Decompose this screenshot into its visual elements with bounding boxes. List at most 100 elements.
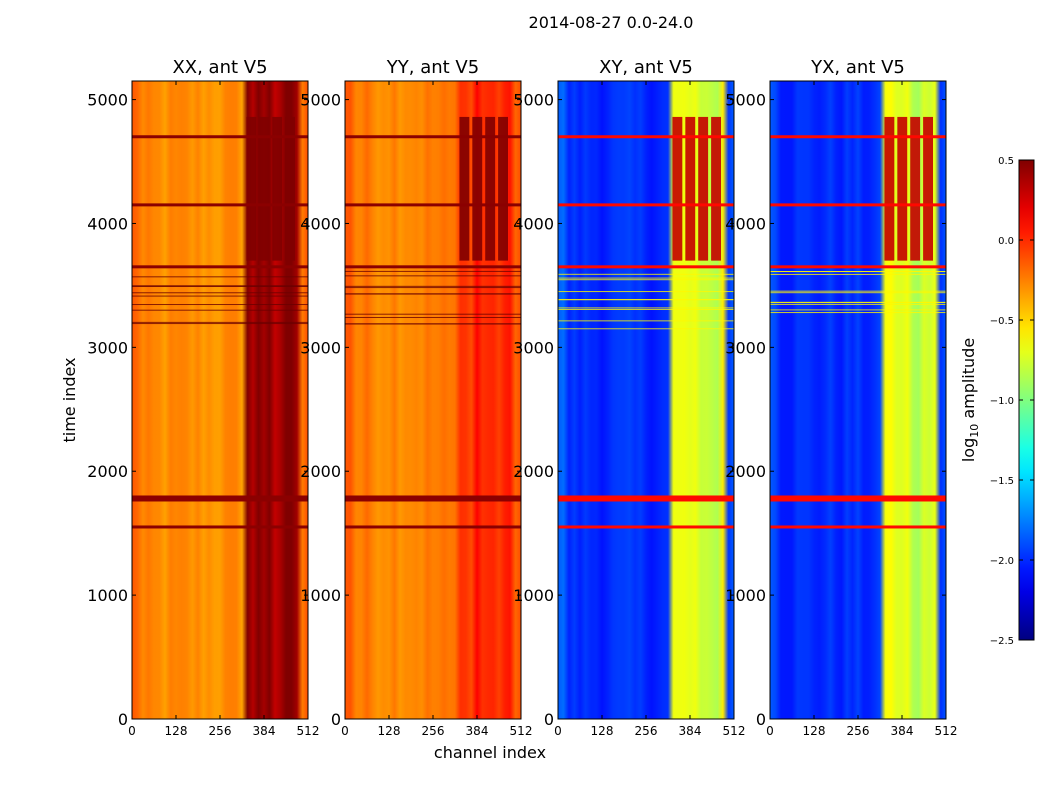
y-tick-label: 1000: [725, 586, 766, 605]
panel-axes-1: XX, ant V5 0 128 256 384 512 0 1000 2000 3000 4000…: [87, 57, 319, 738]
x-tick-label: 128: [803, 724, 826, 738]
colorbar-tick-label: −1.0: [990, 396, 1014, 407]
event-line: [345, 135, 521, 139]
minor-event-line: [345, 270, 521, 272]
upper-block-stripe: [485, 116, 496, 261]
y-tick-label: 4000: [513, 214, 554, 233]
event-line: [770, 525, 946, 529]
colorbar-tick-label: −0.5: [990, 316, 1014, 327]
minor-event-line: [770, 309, 946, 311]
event-line: [345, 265, 521, 269]
upper-block-stripe: [897, 116, 908, 261]
event-line: [132, 135, 308, 139]
minor-event-line: [770, 290, 946, 292]
minor-event-line: [132, 323, 308, 325]
upper-block-stripe: [698, 116, 709, 261]
minor-event-line: [558, 328, 734, 330]
colorbar-tick-label: −2.5: [990, 636, 1014, 647]
minor-event-line: [345, 287, 521, 289]
y-tick-label: 3000: [300, 338, 341, 357]
minor-event-line: [345, 323, 521, 325]
heatmap-image: [345, 81, 521, 719]
y-tick-label: 2000: [513, 462, 554, 481]
event-line: [558, 525, 734, 529]
minor-event-line: [558, 277, 734, 279]
panel-4: [770, 81, 946, 719]
minor-event-line: [345, 316, 521, 318]
panel-2: [345, 81, 521, 719]
x-tick-label: 256: [422, 724, 445, 738]
y-tick-label: 0: [544, 710, 554, 729]
upper-block-stripe: [259, 116, 270, 261]
minor-event-line: [770, 312, 946, 314]
colorbar-label: log10 amplitude: [959, 338, 981, 462]
colorbar-tick-label: 0.0: [998, 236, 1014, 247]
minor-event-line: [345, 293, 521, 295]
upper-block-stripe: [285, 116, 295, 261]
upper-block-stripe: [884, 116, 895, 261]
upper-block-stripe: [272, 116, 283, 261]
minor-event-line: [132, 292, 308, 294]
event-line: [132, 265, 308, 269]
x-tick-label: 256: [635, 724, 658, 738]
y-tick-label: 1000: [513, 586, 554, 605]
x-tick-label: 256: [847, 724, 870, 738]
event-line: [558, 495, 734, 502]
y-tick-label: 5000: [300, 91, 341, 110]
panel-axes-2: YY, ant V5 0 128 256 384 512 0 1000 2000 3000 4000…: [300, 57, 532, 738]
y-tick-label: 5000: [725, 91, 766, 110]
panel-axes-4: YX, ant V5 0 128 256 384 512 0 1000 2000 3000 4000…: [725, 57, 957, 738]
event-line: [132, 203, 308, 207]
colorbar-label-suffix: amplitude: [959, 338, 978, 424]
y-tick-label: 1000: [87, 586, 128, 605]
upper-block-stripe: [246, 116, 257, 261]
minor-event-line: [770, 292, 946, 294]
figure-title: 2014-08-27 0.0-24.0: [529, 13, 694, 32]
x-tick-label: 0: [341, 724, 349, 738]
minor-event-line: [132, 285, 308, 287]
upper-block-stripe: [910, 116, 921, 261]
heatmap-image: [132, 81, 308, 719]
y-tick-label: 0: [118, 710, 128, 729]
x-tick-label: 0: [766, 724, 774, 738]
panel-1: [132, 81, 308, 719]
minor-event-line: [345, 275, 521, 277]
y-tick-label: 4000: [87, 214, 128, 233]
minor-event-line: [770, 271, 946, 273]
minor-event-line: [132, 309, 308, 311]
panel-title: YX, ant V5: [810, 57, 905, 78]
y-tick-label: 3000: [513, 338, 554, 357]
x-tick-label: 512: [510, 724, 533, 738]
colorbar-tick-label: −1.5: [990, 476, 1014, 487]
heatmap-image: [558, 81, 734, 719]
x-tick-label: 384: [679, 724, 702, 738]
y-tick-label: 0: [331, 710, 341, 729]
upper-block-stripe: [923, 116, 933, 261]
minor-event-line: [132, 321, 308, 323]
event-line: [770, 495, 946, 502]
x-tick-label: 512: [297, 724, 320, 738]
x-tick-label: 512: [723, 724, 746, 738]
minor-event-line: [132, 304, 308, 306]
event-line: [132, 525, 308, 529]
panels: XX, ant V5 0 128 256 384 512 0 1000 2000 3000 4000…: [87, 57, 957, 738]
minor-event-line: [558, 320, 734, 322]
y-tick-label: 0: [756, 710, 766, 729]
minor-event-line: [132, 276, 308, 278]
upper-block-stripe: [685, 116, 696, 261]
minor-event-line: [558, 279, 734, 281]
y-tick-label: 4000: [725, 214, 766, 233]
minor-event-line: [345, 313, 521, 315]
x-tick-label: 128: [591, 724, 614, 738]
colorbar-tick-label: 0.5: [998, 156, 1014, 167]
minor-event-line: [558, 307, 734, 309]
event-line: [770, 265, 946, 269]
x-tick-label: 384: [466, 724, 489, 738]
minor-event-line: [132, 295, 308, 297]
panel-title: YY, ant V5: [386, 57, 479, 78]
x-tick-label: 384: [253, 724, 276, 738]
event-line: [770, 203, 946, 207]
y-axis-label: time index: [60, 357, 79, 442]
y-tick-label: 5000: [513, 91, 554, 110]
panel-axes-3: XY, ant V5 0 128 256 384 512 0 1000 2000 3000 4000…: [513, 57, 745, 738]
